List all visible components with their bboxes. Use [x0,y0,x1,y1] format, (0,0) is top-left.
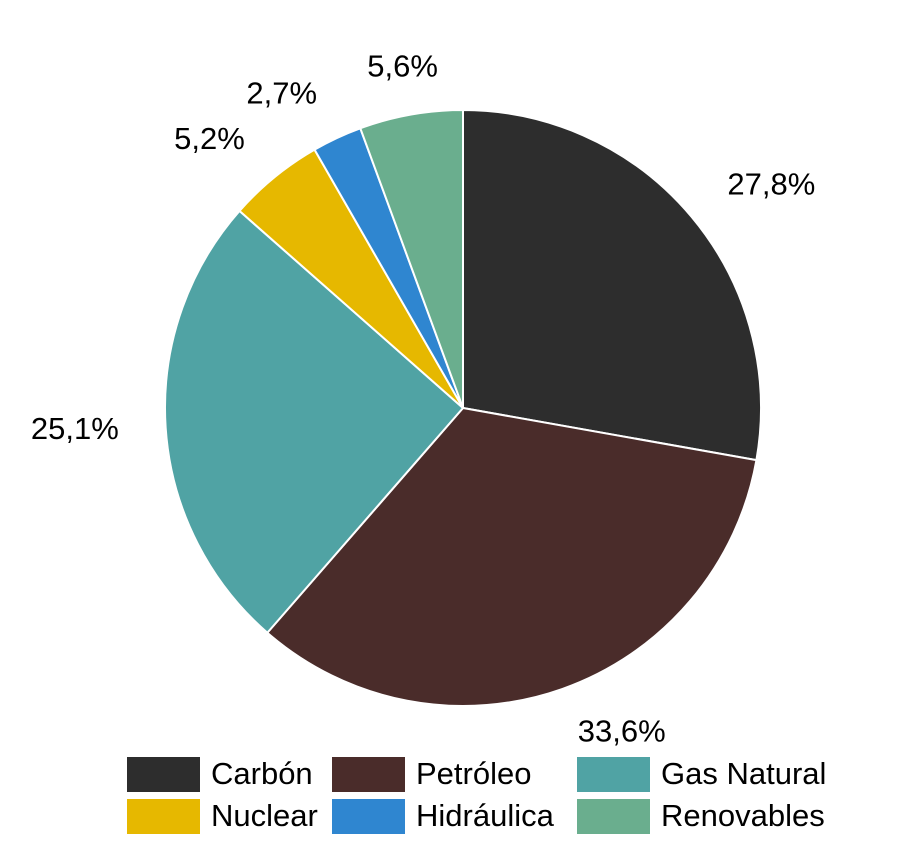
pie-slices [164,109,762,707]
legend-item-renovables: Renovables [577,797,825,835]
legend-label-gas-natural: Gas Natural [661,756,827,791]
legend-item-carbon: Carbón [127,755,313,793]
legend-label-hidraulica: Hidráulica [416,798,554,833]
legend-item-hidraulica: Hidráulica [332,797,554,835]
data-label-nuclear: 5,2% [174,121,245,156]
legend-label-petroleo: Petróleo [416,756,532,791]
pie-slice-carbon [462,109,762,462]
legend-swatch-renovables [577,798,650,834]
chart-legend: Carbón Petróleo Gas Natural Nuclear Hidr… [127,755,867,837]
legend-label-nuclear: Nuclear [211,798,318,833]
data-label-renovables: 5,6% [367,48,438,83]
legend-swatch-carbon [127,756,200,792]
legend-swatch-gas-natural [577,756,650,792]
data-label-hidraulica: 2,7% [246,76,317,111]
data-label-petroleo: 33,6% [578,713,666,748]
legend-label-renovables: Renovables [661,798,825,833]
data-label-gas-natural: 25,1% [31,411,119,446]
pie-slice-renovables [359,109,464,409]
legend-item-nuclear: Nuclear [127,797,318,835]
legend-swatch-petroleo [332,756,405,792]
pie-slice-petroleo [266,407,758,707]
pie-data-labels: 27,8% 33,6% 25,1% 5,2%2,7% 5,6% [31,48,815,748]
data-label-carbon: 27,8% [727,167,815,202]
legend-item-petroleo: Petróleo [332,755,531,793]
legend-swatch-hidraulica [332,798,405,834]
legend-swatch-nuclear [127,798,200,834]
pie-slice-gas-natural [164,209,464,634]
legend-label-carbon: Carbón [211,756,313,791]
legend-item-gas-natural: Gas Natural [577,755,826,793]
